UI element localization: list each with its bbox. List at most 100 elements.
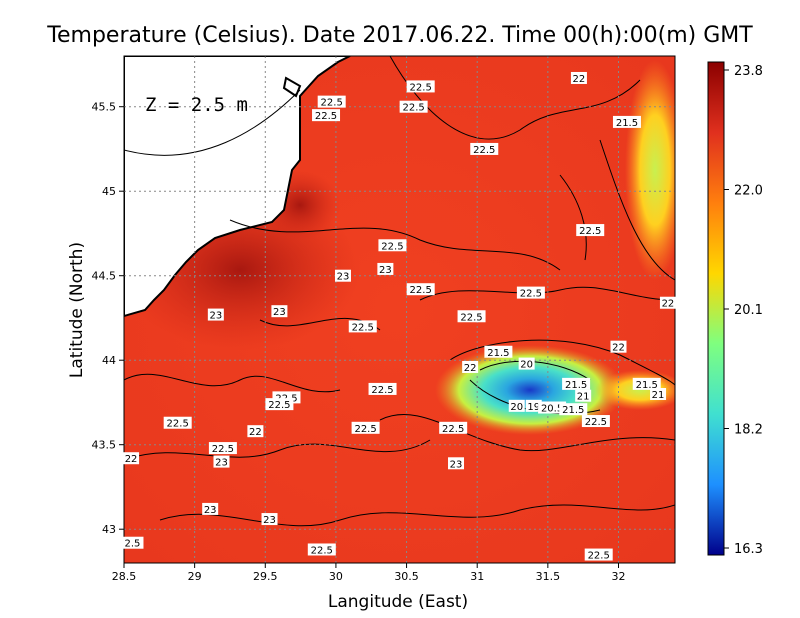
contour-label-box [462, 360, 479, 373]
contour-label-text: 22.5 [579, 226, 601, 237]
colorbar-tick-label: 23.8 [734, 64, 763, 79]
contour-label-text: 23 [209, 311, 222, 322]
contour-label-box [576, 224, 605, 237]
contour-label: 22.5 [581, 415, 610, 428]
contour-label-text: 22 [573, 74, 586, 85]
contour-label-text: 19 [527, 402, 540, 413]
x-tick-label: 29 [188, 570, 202, 583]
contour-label-box [516, 286, 545, 299]
contour-label: 23 [202, 502, 219, 516]
contour-label: 22 [247, 425, 264, 438]
contour-label: 22.5 [348, 320, 377, 333]
x-axis-ticks: 28.5 29 29.5 30 30.5 31 31.5 32 [112, 563, 625, 583]
contour-label-box [575, 389, 592, 402]
x-tick-label: 29.5 [253, 570, 278, 583]
contour-label-text: 20 [510, 402, 523, 413]
contour-label-text: 22.5 [410, 285, 432, 296]
contour-label-box [213, 455, 230, 468]
contour-label: 22.5 [312, 109, 341, 122]
contour-label-text: 22.5 [321, 98, 343, 109]
contour-label: 19 [525, 399, 542, 413]
contour-label: 2.5 [121, 536, 144, 550]
contour-label-box [406, 80, 435, 93]
contour-label-box [570, 71, 587, 84]
contour-label-box [317, 95, 346, 108]
contour-label-text: 22.5 [315, 111, 337, 122]
contour-label: 22 [462, 360, 479, 374]
contour-label-text: 23 [273, 307, 286, 318]
contour-label-text: 22.5 [212, 444, 234, 455]
contour-label-text: 23 [263, 515, 276, 526]
y-axis-label: Latitude (North) [67, 242, 87, 378]
contour-label-text: 22.5 [311, 545, 333, 556]
contour-label-box [368, 382, 397, 395]
contour-label: 20.5 [538, 401, 567, 415]
contour-label-text: 22.5 [460, 312, 482, 323]
contour-label-box [559, 403, 588, 416]
contour-label: 22.5 [208, 442, 237, 455]
y-tick-label: 45.5 [92, 101, 117, 114]
contour-label-box [448, 457, 465, 470]
x-tick-label: 32 [611, 570, 625, 583]
x-tick-label: 30 [329, 570, 343, 583]
contour-label: 23 [377, 262, 394, 276]
contour-label-text: 23 [204, 505, 217, 516]
contour-label-box [163, 416, 192, 429]
plot-frame [123, 55, 676, 564]
contour-label: 22.5 [163, 416, 192, 430]
contour-label: 22.5 [406, 80, 435, 93]
contour-label-text: 22.5 [352, 322, 374, 333]
x-tick-label: 30.5 [394, 570, 419, 583]
y-tick-label: 45 [102, 185, 116, 198]
contour-label-text: 21.5 [565, 380, 587, 391]
contour-label-text: 22.5 [588, 551, 610, 562]
contour-label: 22.5 [584, 548, 613, 562]
x-tick-label: 31.5 [536, 570, 561, 583]
contour-label-text: 22.5 [268, 400, 290, 411]
contour-label-box [518, 357, 535, 370]
contour-label-text: 22 [249, 427, 262, 438]
contour-label-text: 22.5 [410, 82, 432, 93]
contour-label-text: 22 [662, 299, 675, 310]
cool-water-region [625, 60, 675, 280]
y-tick-label: 44 [102, 354, 116, 367]
contour-label-text: 21 [652, 390, 665, 401]
contour-label: 21.5 [632, 377, 661, 391]
colorbar-tick-label: 18.2 [734, 423, 763, 438]
contour-label: 23 [334, 269, 351, 283]
contour-label-text: 21.5 [562, 405, 584, 416]
y-tick-label: 43 [102, 523, 116, 536]
contour-label-box [202, 502, 219, 515]
colorbar: 23.8 22.0 20.1 18.2 16.3 [707, 61, 763, 557]
contour-label: 22.5 [457, 310, 486, 323]
contour-label-box [307, 543, 336, 556]
contour-label-box [581, 415, 610, 428]
contour-label: 23 [261, 513, 278, 526]
land-mass [282, 76, 302, 98]
contour-label-box [312, 109, 341, 122]
contour-label-box [406, 283, 435, 296]
contour-label: 22.5 [378, 239, 407, 252]
contour-label: 22.5 [406, 283, 435, 296]
contour-label: 21 [575, 389, 592, 403]
contour-label-text: 23 [215, 458, 228, 469]
contour-label-box [271, 305, 288, 318]
contour-label: 22.5 [351, 421, 380, 435]
contour-label-box [351, 421, 380, 434]
contour-label: 21.5 [612, 115, 641, 129]
contour-label: 22.5 [368, 382, 397, 396]
contour-label-text: 20.5 [541, 404, 563, 415]
contour-label-text: 20 [520, 360, 533, 371]
contour-label-text: 22 [612, 343, 625, 354]
x-axis-label: Langitude (East) [328, 592, 468, 612]
y-axis-ticks: 43 43.5 44 44.5 45 45.5 [92, 101, 124, 536]
contour-label-box [470, 142, 499, 155]
contour-label: 23 [271, 305, 288, 318]
contour-label-box [261, 513, 278, 526]
contour-label-text: 2.5 [125, 539, 141, 550]
y-tick-label: 44.5 [92, 270, 117, 283]
contour-label-box [247, 425, 264, 438]
contour-label: 22.5 [470, 142, 499, 156]
contour-label-text: 21.5 [616, 118, 638, 129]
